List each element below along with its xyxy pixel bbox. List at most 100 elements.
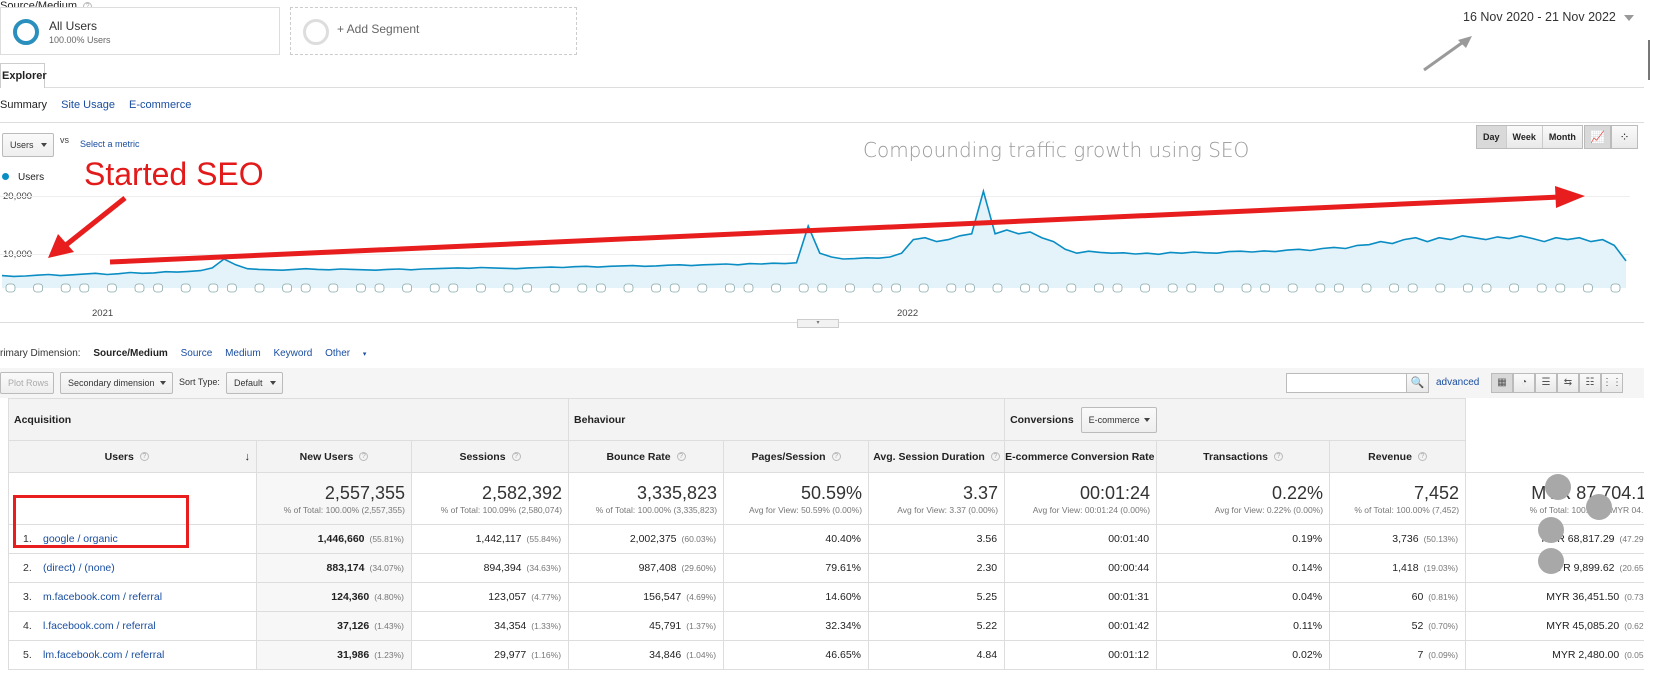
annotation-marker[interactable] <box>725 283 735 293</box>
annotation-marker[interactable] <box>134 283 145 293</box>
annotation-marker[interactable] <box>946 283 957 293</box>
month-button[interactable]: Month <box>1548 132 1576 142</box>
annotation-marker[interactable] <box>918 283 929 293</box>
annotation-marker[interactable] <box>891 283 901 293</box>
dimension-medium[interactable]: Medium <box>225 348 261 359</box>
source-medium-link[interactable]: google / organic <box>43 533 118 545</box>
table-search-input[interactable] <box>1286 373 1429 393</box>
annotation-marker[interactable] <box>1407 283 1418 293</box>
annotation-marker[interactable] <box>1536 283 1547 293</box>
annotation-marker[interactable] <box>79 283 90 293</box>
subtab-ecommerce[interactable]: E-commerce <box>129 99 192 111</box>
annotation-marker[interactable] <box>402 283 413 293</box>
conversions-goal-select[interactable]: E-commerce <box>1080 406 1157 433</box>
annotation-marker[interactable] <box>1481 283 1492 293</box>
annotation-marker[interactable] <box>180 283 191 293</box>
col-pages-session[interactable]: Pages/Session? <box>723 440 870 473</box>
annotation-marker[interactable] <box>1361 283 1372 293</box>
annotation-marker[interactable] <box>1315 283 1326 293</box>
col-new-users[interactable]: New Users? <box>256 440 412 473</box>
annotation-marker[interactable] <box>872 283 883 293</box>
col-revenue[interactable]: Revenue? <box>1329 440 1467 473</box>
col-users[interactable]: Users? ↓ <box>8 440 257 473</box>
annotation-marker[interactable] <box>475 283 486 293</box>
help-icon[interactable]: ? <box>139 452 149 462</box>
annotation-marker[interactable] <box>798 283 809 293</box>
annotation-marker[interactable] <box>1334 283 1344 293</box>
vertical-scrollbar[interactable] <box>1644 0 1662 673</box>
annotation-marker[interactable] <box>549 283 560 293</box>
select-metric-link[interactable]: Select a metric <box>80 139 140 149</box>
annotation-marker[interactable] <box>596 283 606 293</box>
annotation-marker[interactable] <box>1435 283 1446 293</box>
term-cloud-button[interactable]: ☷ <box>1579 373 1601 393</box>
annotation-marker[interactable] <box>817 283 828 293</box>
help-icon[interactable]: ? <box>1417 452 1427 462</box>
annotation-marker[interactable] <box>208 283 219 293</box>
help-icon[interactable]: ? <box>1273 452 1283 462</box>
sort-type-select[interactable]: Default <box>226 372 283 394</box>
help-icon[interactable]: ? <box>676 452 686 462</box>
subtab-site-usage[interactable]: Site Usage <box>61 99 115 111</box>
annotation-marker[interactable] <box>107 283 117 293</box>
table-row[interactable]: 3. m.facebook.com / referral 124,360 (4.80%… <box>8 582 1662 612</box>
add-segment-button[interactable]: + Add Segment <box>290 7 577 55</box>
dimension-other[interactable]: Other ▾ <box>325 348 376 359</box>
table-view-button[interactable]: ▦ <box>1491 373 1513 393</box>
motion-chart-button[interactable]: ⁘ <box>1611 125 1638 149</box>
annotation-marker[interactable] <box>669 283 680 293</box>
annotation-marker[interactable] <box>254 283 265 293</box>
annotation-marker[interactable] <box>1610 283 1621 293</box>
table-row[interactable]: 2. (direct) / (none) 883,174 (34.07%) 894,39… <box>8 553 1662 583</box>
source-medium-link[interactable]: (direct) / (none) <box>43 562 115 574</box>
pie-view-button[interactable]: ◔ <box>1513 373 1535 393</box>
dimension-source-medium[interactable]: Source/Medium <box>93 348 168 359</box>
col-bounce-rate[interactable]: Bounce Rate? <box>568 440 725 473</box>
table-row[interactable]: 4. l.facebook.com / referral 37,126 (1.43%)… <box>8 611 1662 641</box>
comparison-view-button[interactable]: ⇆ <box>1557 373 1579 393</box>
annotation-marker[interactable] <box>1186 283 1197 293</box>
annotation-marker[interactable] <box>623 283 634 293</box>
annotation-marker[interactable] <box>355 283 366 293</box>
annotation-marker[interactable] <box>1555 283 1566 293</box>
bar-view-button[interactable]: ☰ <box>1535 373 1557 393</box>
col-conversion-rate[interactable]: E-commerce Conversion Rate? <box>1004 440 1158 473</box>
annotation-marker[interactable] <box>697 283 708 293</box>
annotation-marker[interactable] <box>1066 283 1077 293</box>
annotation-marker[interactable] <box>1140 283 1150 293</box>
annotation-marker[interactable] <box>651 283 661 293</box>
annotation-marker[interactable] <box>1463 283 1473 293</box>
scrollbar-thumb[interactable] <box>1648 40 1650 80</box>
help-icon[interactable]: ? <box>511 452 521 462</box>
date-range-picker[interactable]: 16 Nov 2020 - 21 Nov 2022 <box>1463 10 1634 24</box>
line-chart-button[interactable]: 📈 <box>1584 125 1611 149</box>
tab-explorer[interactable]: Explorer <box>0 63 47 88</box>
search-button[interactable]: 🔍 <box>1406 373 1429 393</box>
annotation-marker[interactable] <box>1038 283 1049 293</box>
annotation-marker[interactable] <box>522 283 532 293</box>
annotation-marker[interactable] <box>1389 283 1399 293</box>
col-avg-session-duration[interactable]: Avg. Session Duration? <box>868 440 1006 473</box>
annotation-marker[interactable] <box>845 283 855 293</box>
dimension-keyword[interactable]: Keyword <box>273 348 313 359</box>
metric-select[interactable]: Users <box>2 133 54 157</box>
col-sessions[interactable]: Sessions? <box>410 440 570 473</box>
annotation-marker[interactable] <box>226 283 237 293</box>
annotation-marker[interactable] <box>1094 283 1104 293</box>
annotation-marker[interactable] <box>33 283 43 293</box>
help-icon[interactable]: ? <box>359 452 369 462</box>
annotation-marker[interactable] <box>992 283 1003 293</box>
annotation-marker[interactable] <box>1020 283 1030 293</box>
annotation-marker[interactable] <box>448 283 459 293</box>
annotation-marker[interactable] <box>1112 283 1123 293</box>
annotation-marker[interactable] <box>1214 283 1224 293</box>
week-button[interactable]: Week <box>1507 126 1543 148</box>
source-medium-link[interactable]: l.facebook.com / referral <box>43 620 156 632</box>
annotation-marker[interactable] <box>5 283 16 293</box>
annotation-marker[interactable] <box>577 283 588 293</box>
help-icon[interactable]: ? <box>990 452 1000 462</box>
annotation-marker[interactable] <box>328 283 339 293</box>
annotation-marker[interactable] <box>374 283 385 293</box>
annotation-marker[interactable] <box>300 283 311 293</box>
annotation-marker[interactable] <box>153 283 164 293</box>
